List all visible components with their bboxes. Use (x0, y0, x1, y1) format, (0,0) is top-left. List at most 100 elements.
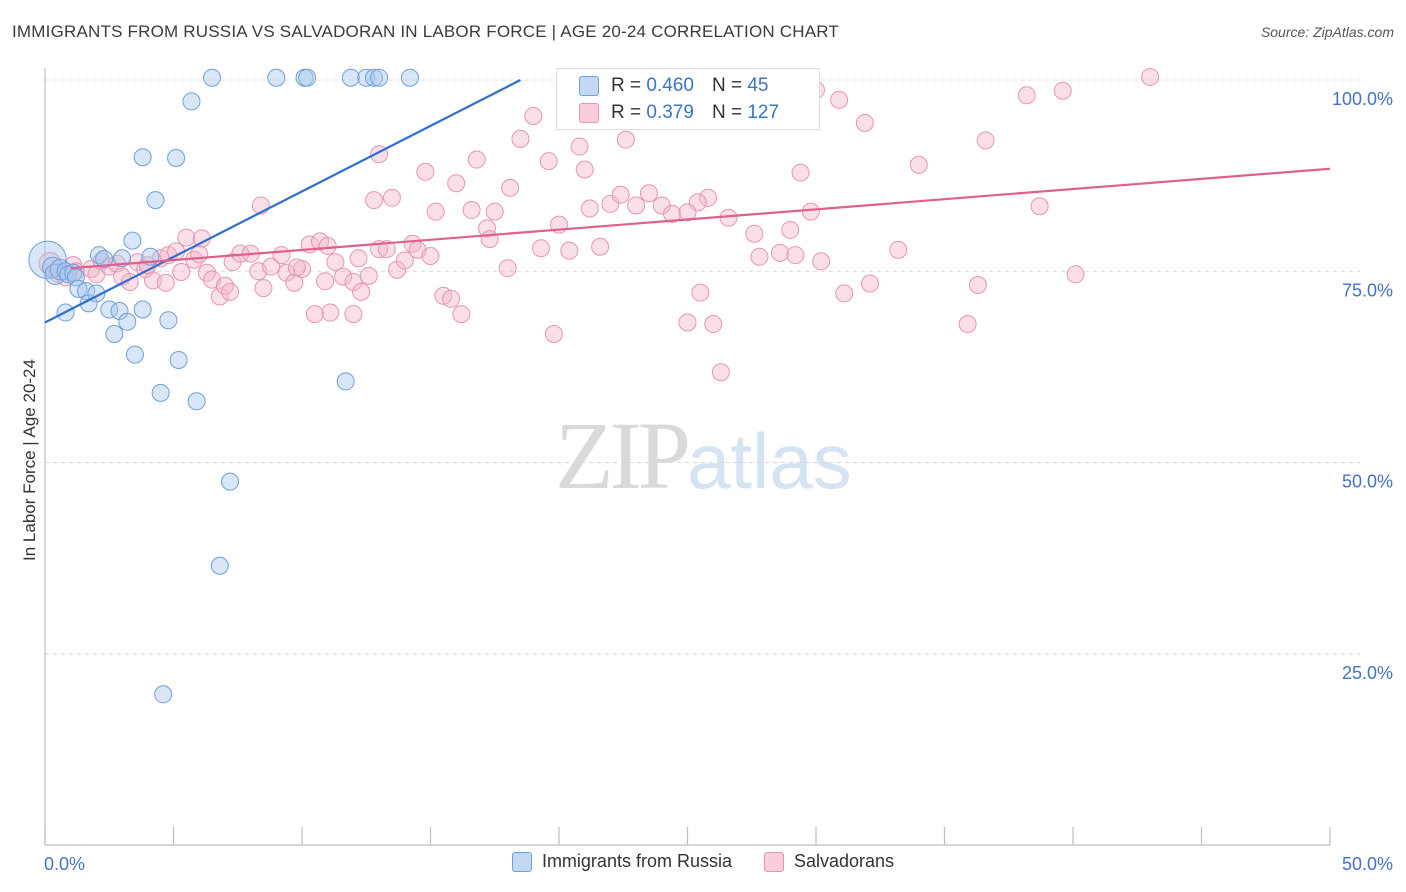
point-pink-122 (1030, 197, 1049, 216)
point-pink-40 (326, 253, 345, 272)
point-pink-41 (334, 267, 353, 286)
point-pink-93 (349, 249, 368, 268)
point-blue-27 (169, 350, 188, 369)
point-pink-39 (318, 237, 337, 256)
point-pink-66 (580, 199, 599, 218)
point-pink-54 (452, 305, 471, 324)
legend-swatch-russia (579, 76, 599, 96)
point-pink-126 (1141, 67, 1160, 86)
point-pink-43 (352, 282, 371, 301)
point-blue-43 (370, 68, 389, 87)
legend-swatch-salvadoran (763, 851, 784, 872)
point-blue-16 (105, 324, 124, 343)
x-tick-label-1: 50.0% (1342, 854, 1393, 874)
point-pink-113 (889, 240, 908, 259)
point-pink-69 (616, 130, 635, 149)
y-tick-label-0: 25.0% (1342, 663, 1393, 683)
series-legend: Immigrants from Russia Salvadorans (0, 851, 1406, 872)
point-pink-123 (1066, 265, 1085, 284)
point-blue-4 (56, 262, 75, 281)
point-pink-53 (442, 289, 461, 308)
point-pink-47 (388, 260, 407, 279)
point-pink-67 (591, 237, 610, 256)
point-pink-59 (511, 129, 530, 148)
point-pink-116 (830, 90, 849, 109)
point-pink-44 (359, 266, 378, 285)
point-pink-80 (382, 188, 401, 207)
point-pink-68 (601, 194, 620, 213)
point-pink-78 (426, 202, 445, 221)
point-pink-19 (172, 263, 191, 282)
point-pink-60 (524, 106, 543, 125)
point-pink-119 (958, 315, 977, 334)
point-pink-70 (627, 196, 646, 215)
point-pink-25 (210, 287, 229, 306)
point-blue-35 (336, 372, 355, 391)
point-pink-75 (691, 283, 710, 302)
point-pink-107 (771, 243, 790, 262)
point-pink-99 (611, 185, 630, 204)
point-pink-91 (156, 273, 175, 292)
point-pink-112 (835, 284, 854, 303)
point-blue-25 (151, 383, 170, 402)
point-pink-81 (364, 191, 383, 210)
point-blue-22 (133, 300, 152, 319)
point-pink-64 (560, 241, 579, 260)
legend-label-russia: Immigrants from Russia (541, 851, 732, 871)
chart-title: IMMIGRANTS FROM RUSSIA VS SALVADORAN IN … (12, 22, 840, 41)
stats-row-salvadoran: R = 0.379 N = 127 (579, 100, 779, 126)
point-pink-90 (221, 282, 240, 301)
point-pink-51 (421, 246, 440, 265)
n-value-russia: 45 (747, 75, 769, 96)
point-pink-109 (750, 247, 769, 266)
point-pink-74 (678, 313, 697, 332)
point-pink-124 (1017, 86, 1036, 105)
legend-label-salvadoran: Salvadorans (793, 851, 895, 871)
point-pink-117 (855, 113, 874, 132)
point-blue-34 (154, 685, 173, 704)
r-label: R = (611, 102, 642, 123)
point-pink-88 (467, 150, 486, 169)
point-pink-33 (272, 246, 291, 265)
r-value-salvadoran: 0.379 (646, 102, 694, 123)
point-pink-65 (570, 137, 589, 156)
point-pink-62 (539, 152, 558, 171)
point-pink-95 (544, 324, 563, 343)
legend-swatch-salvadoran (579, 103, 599, 123)
point-pink-73 (663, 204, 682, 223)
point-pink-121 (976, 131, 995, 150)
legend-swatch-russia (511, 851, 532, 872)
legend-item-salvadoran[interactable]: Salvadorans (763, 851, 895, 872)
n-label: N = (711, 102, 743, 123)
point-pink-105 (745, 224, 764, 243)
point-pink-20 (177, 228, 196, 247)
source-label: Source: ZipAtlas.com (1260, 24, 1394, 40)
point-pink-31 (254, 279, 273, 298)
n-value-salvadoran: 127 (747, 102, 780, 123)
y-tick-label-2: 75.0% (1342, 280, 1393, 300)
point-pink-5 (82, 259, 101, 278)
point-blue-19 (113, 249, 132, 268)
point-blue-39 (298, 68, 317, 87)
point-pink-98 (575, 160, 594, 179)
point-blue-40 (341, 68, 360, 87)
point-blue-21 (123, 231, 142, 250)
trend-line-pink (70, 167, 1331, 270)
point-pink-82 (344, 305, 363, 324)
point-pink-34 (277, 263, 296, 282)
point-blue-30 (182, 92, 201, 111)
point-pink-46 (377, 240, 396, 259)
watermark-zip: ZIP (555, 402, 691, 509)
point-pink-61 (532, 239, 551, 258)
y-tick-label-1: 50.0% (1342, 472, 1393, 492)
r-value-russia: 0.460 (646, 75, 694, 96)
n-label: N = (711, 75, 743, 96)
point-pink-118 (791, 163, 810, 182)
legend-item-russia[interactable]: Immigrants from Russia (511, 851, 732, 872)
point-blue-20 (125, 345, 144, 364)
point-pink-84 (305, 305, 324, 324)
point-pink-106 (801, 202, 820, 221)
point-pink-49 (403, 234, 422, 253)
x-tick-label-0: 0.0% (44, 854, 85, 874)
